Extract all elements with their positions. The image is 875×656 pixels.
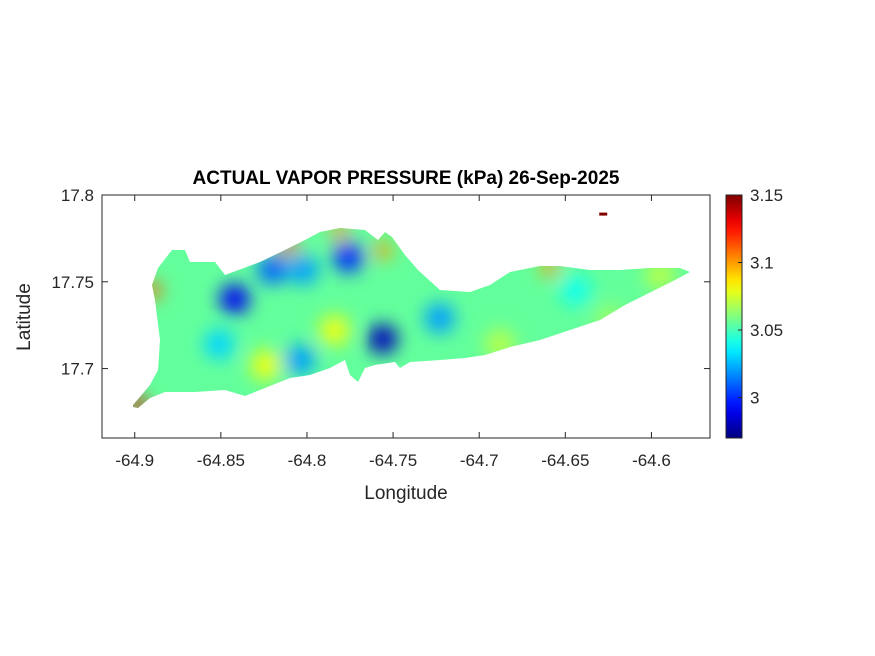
heatmap-outlier — [599, 212, 608, 216]
heatmap-feature — [250, 350, 281, 381]
y-tick-label: 17.7 — [61, 360, 94, 379]
heatmap-feature — [288, 254, 319, 285]
colorbar — [725, 194, 743, 439]
x-tick-label: -64.75 — [369, 451, 417, 470]
heatmap-feature — [373, 241, 392, 260]
axes-box — [101, 194, 711, 439]
x-tick-label: -64.9 — [115, 451, 154, 470]
heatmap-feature — [333, 242, 364, 273]
x-axis-label: Longitude — [364, 483, 447, 504]
heatmap-feature — [204, 329, 235, 360]
y-axis-label: Latitude — [14, 283, 35, 351]
x-tick-label: -64.85 — [197, 451, 245, 470]
colorbar-tick-label: 3 — [750, 389, 759, 408]
heatmap-feature — [367, 324, 398, 355]
x-tick-label: -64.8 — [288, 451, 327, 470]
x-tick-label: -64.7 — [460, 451, 499, 470]
x-tick-label: -64.65 — [541, 451, 589, 470]
colorbar-tick-label: 3.05 — [750, 321, 783, 340]
heatmap-feature — [219, 284, 250, 315]
y-tick-label: 17.8 — [61, 186, 94, 205]
chart-title: ACTUAL VAPOR PRESSURE (kPa) 26-Sep-2025 — [193, 168, 620, 189]
heatmap-feature — [285, 344, 316, 375]
heatmap-feature — [257, 254, 288, 285]
colorbar-tick-label: 3.1 — [750, 254, 774, 273]
heatmap-feature — [319, 315, 350, 346]
x-tick-label: -64.6 — [632, 451, 671, 470]
heatmap-feature — [424, 303, 455, 334]
colorbar-tick-label: 3.15 — [750, 186, 783, 205]
heatmap-feature — [330, 228, 349, 241]
y-tick-label: 17.75 — [51, 273, 94, 292]
heatmap-feature — [560, 275, 591, 306]
